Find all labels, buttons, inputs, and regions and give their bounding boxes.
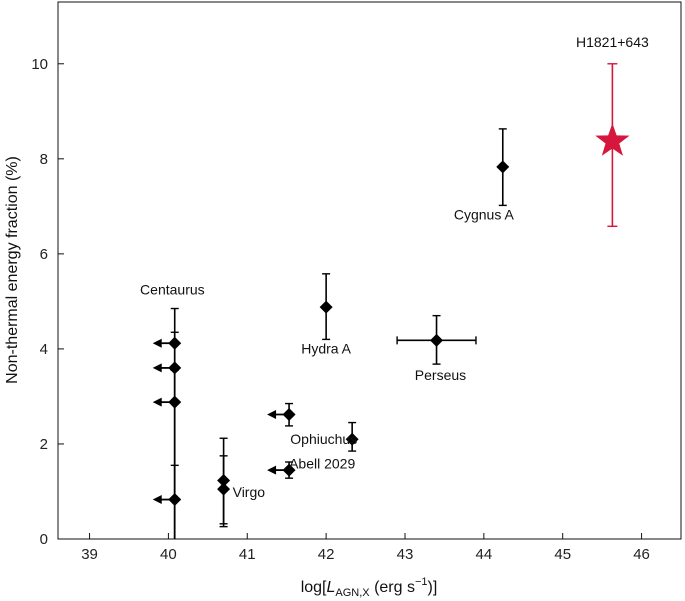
x-axis-title-prefix: log[ — [301, 579, 327, 596]
x-tick-label: 44 — [476, 546, 493, 563]
point-label: Centaurus — [140, 281, 205, 297]
x-axis-title-units: (erg s — [370, 579, 415, 596]
x-tick-label: 43 — [397, 546, 414, 563]
upper-limit-arrow-head — [152, 495, 162, 505]
point-label: Hydra A — [301, 341, 351, 357]
highlight-label: H1821+643 — [576, 34, 649, 50]
diamond-marker — [345, 432, 359, 446]
x-tick-label: 41 — [239, 546, 256, 563]
x-axis-title-symbol: L — [326, 579, 335, 596]
diamond-marker — [168, 493, 182, 507]
x-tick-label: 42 — [318, 546, 335, 563]
x-axis-title: log[LAGN,X (erg s−1)] — [301, 576, 438, 599]
diamond-marker — [282, 407, 296, 421]
star-marker — [595, 123, 630, 156]
diamond-marker — [496, 160, 510, 174]
diamond-marker — [168, 361, 182, 375]
x-axis-title-subscript: AGN,X — [335, 587, 370, 599]
point-label: Perseus — [415, 367, 466, 383]
upper-limit-arrow-head — [267, 465, 277, 475]
x-tick-label: 40 — [160, 546, 177, 563]
y-tick-label: 6 — [40, 246, 48, 263]
y-axis-title: Non-thermal energy fraction (%) — [4, 156, 21, 384]
upper-limit-arrow-head — [267, 409, 277, 419]
y-tick-label: 4 — [40, 341, 48, 358]
point-label: Virgo — [233, 484, 266, 500]
y-tick-label: 8 — [40, 151, 48, 168]
x-axis-title-exponent: −1 — [415, 576, 428, 588]
diamond-marker — [282, 463, 296, 477]
upper-limit-arrow-head — [152, 397, 162, 407]
diamond-marker — [217, 482, 231, 496]
diamond-marker — [168, 395, 182, 409]
y-tick-label: 10 — [31, 56, 48, 73]
x-axis-title-suffix: )] — [428, 579, 438, 596]
point-label: Cygnus A — [454, 207, 515, 223]
upper-limit-arrow-head — [152, 363, 162, 373]
x-tick-label: 39 — [81, 546, 98, 563]
diamond-marker — [319, 300, 333, 314]
x-tick-label: 45 — [554, 546, 571, 563]
y-tick-label: 2 — [40, 436, 48, 453]
point-label: Abell 2029 — [289, 456, 355, 472]
plot-frame — [57, 1, 682, 540]
y-tick-label: 0 — [40, 531, 48, 548]
x-tick-label: 46 — [633, 546, 650, 563]
diamond-marker — [430, 333, 444, 347]
upper-limit-arrow-head — [152, 338, 162, 348]
point-label: Ophiuchus — [290, 431, 357, 447]
